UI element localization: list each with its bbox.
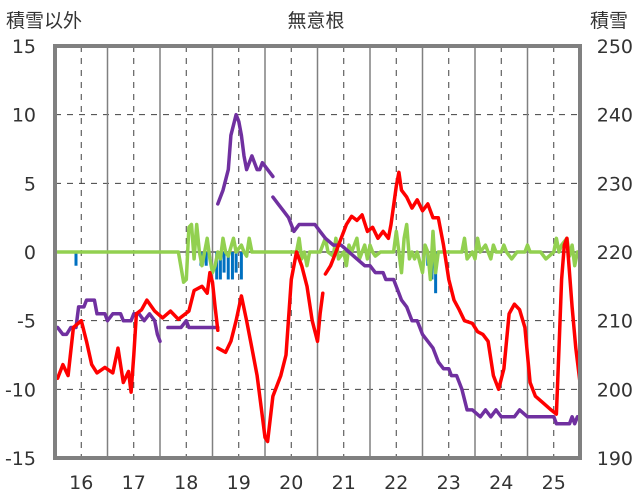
precip-bar xyxy=(74,252,78,266)
right-tick-label: 210 xyxy=(597,311,633,333)
left-tick-label: 10 xyxy=(12,105,36,127)
right-tick-label: 200 xyxy=(597,379,633,401)
right-tick-label: 240 xyxy=(597,105,633,127)
x-tick-label: 17 xyxy=(122,472,146,494)
left-tick-label: -5 xyxy=(17,311,36,333)
left-tick-label: -10 xyxy=(5,379,36,401)
precip-bar xyxy=(234,252,238,273)
x-tick-labels: 16 17 18 19 20 21 22 23 24 25 xyxy=(69,472,566,494)
snow_depth-line xyxy=(216,112,275,206)
line-series xyxy=(55,112,582,444)
precip-bar xyxy=(239,252,243,280)
precip-bar xyxy=(204,252,208,266)
x-tick-label: 23 xyxy=(437,472,461,494)
right-axis-title: 積雪 xyxy=(590,10,628,32)
right-tick-label: 220 xyxy=(597,242,633,264)
x-tick-label: 20 xyxy=(279,472,303,494)
x-tick-label: 25 xyxy=(542,472,566,494)
left-tick-label: 5 xyxy=(24,173,36,195)
temperature-line xyxy=(216,250,325,444)
precip-bar xyxy=(230,252,234,280)
precip-bar xyxy=(218,252,222,280)
snow_depth-line xyxy=(271,195,582,426)
precip-line xyxy=(55,222,582,284)
temperature-line xyxy=(55,270,220,394)
x-tick-label: 24 xyxy=(489,472,513,494)
snow_depth-line xyxy=(166,318,220,330)
left-axis-title: 積雪以外 xyxy=(6,10,82,32)
left-tick-label: 0 xyxy=(24,242,36,264)
precip-bar xyxy=(222,252,226,273)
left-tick-labels: 15 10 5 0 -5 -10 -15 xyxy=(5,36,36,470)
right-tick-label: 250 xyxy=(597,36,633,58)
temperature-line xyxy=(323,170,582,416)
x-tick-label: 19 xyxy=(227,472,251,494)
x-tick-label: 16 xyxy=(69,472,93,494)
x-tick-label: 22 xyxy=(384,472,408,494)
x-tick-label: 21 xyxy=(332,472,356,494)
precip-bar xyxy=(226,252,230,280)
right-tick-labels: 250 240 230 220 210 200 190 xyxy=(597,36,633,470)
right-tick-label: 230 xyxy=(597,173,633,195)
x-tick-label: 18 xyxy=(174,472,198,494)
left-tick-label: -15 xyxy=(5,448,36,470)
plot-frame xyxy=(53,44,582,460)
left-tick-label: 15 xyxy=(12,36,36,58)
chart-title: 無意根 xyxy=(287,10,344,32)
right-tick-label: 190 xyxy=(597,448,633,470)
